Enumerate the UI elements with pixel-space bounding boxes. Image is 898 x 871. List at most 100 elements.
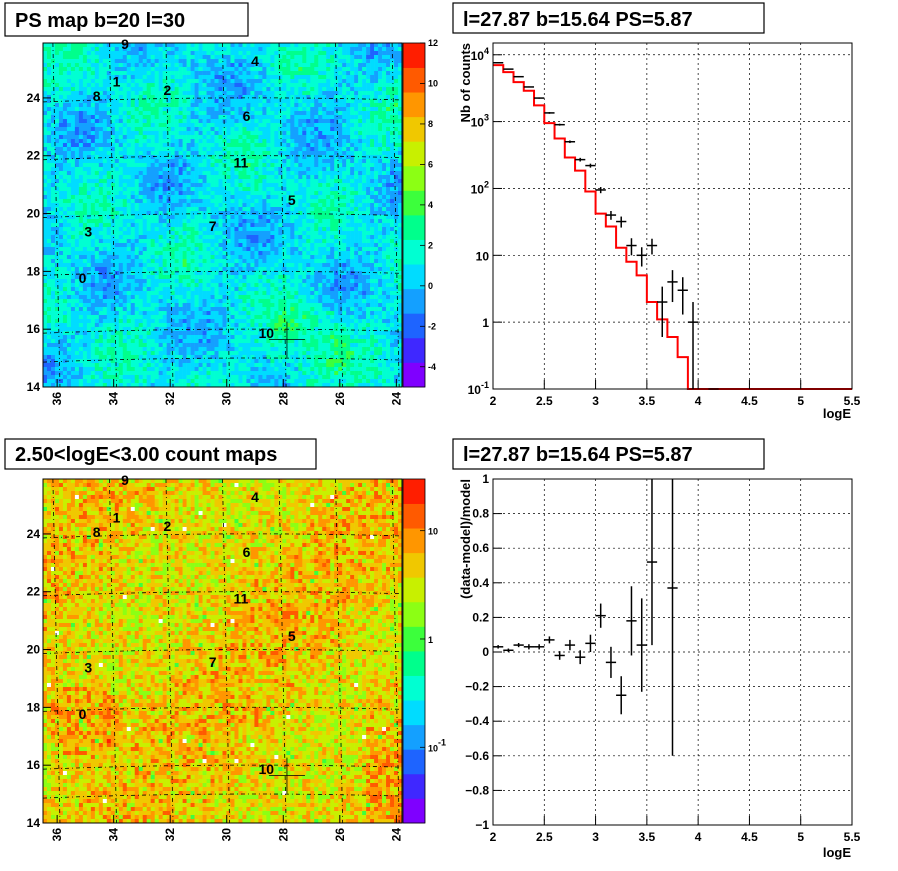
heatmap-cell <box>238 231 243 236</box>
heatmap-cell <box>122 175 128 180</box>
heatmap-cell <box>342 251 347 256</box>
heatmap-cell <box>230 119 235 124</box>
heatmap-cell <box>210 127 215 132</box>
heatmap-cell <box>190 251 195 256</box>
heatmap-cell <box>274 71 279 76</box>
heatmap-cell <box>334 251 339 256</box>
heatmap-cell <box>178 219 183 224</box>
heatmap-cell <box>94 231 100 236</box>
heatmap-cell <box>170 239 175 244</box>
heatmap-cell <box>298 199 303 204</box>
heatmap-cell <box>286 163 291 168</box>
heatmap-cell <box>74 67 80 72</box>
heatmap-cell <box>330 95 335 100</box>
heatmap-cell <box>182 67 187 72</box>
heatmap-cell <box>354 103 359 108</box>
heatmap-cell <box>146 151 151 156</box>
heatmap-cell <box>170 195 175 200</box>
heatmap-cell <box>218 147 223 152</box>
heatmap-cell <box>182 163 187 168</box>
heatmap-cell <box>386 67 391 72</box>
heatmap-cell <box>158 91 163 96</box>
heatmap-cell <box>214 83 219 88</box>
heatmap-cell <box>334 203 339 208</box>
heatmap-cell <box>226 143 231 148</box>
heatmap-cell <box>98 135 104 140</box>
heatmap-cell <box>326 171 331 176</box>
heatmap-cell <box>250 259 255 264</box>
heatmap-cell <box>342 231 347 236</box>
heatmap-cell <box>142 191 148 196</box>
heatmap-cell <box>134 51 140 56</box>
heatmap-cell <box>122 151 128 156</box>
heatmap-cell <box>294 215 299 220</box>
heatmap-cell <box>230 63 235 68</box>
heatmap-cell <box>294 135 299 140</box>
heatmap-cell <box>290 147 295 152</box>
heatmap-cell <box>94 75 100 80</box>
heatmap-cell <box>118 55 124 60</box>
heatmap-cell <box>74 51 80 56</box>
heatmap-cell <box>126 83 132 88</box>
heatmap-cell <box>362 207 367 212</box>
heatmap-cell <box>342 143 347 148</box>
heatmap-cell <box>246 183 251 188</box>
heatmap-cell <box>334 227 339 232</box>
heatmap-cell <box>58 207 64 212</box>
heatmap-cell <box>154 71 159 76</box>
heatmap-cell <box>218 55 223 60</box>
heatmap-cell <box>118 175 124 180</box>
heatmap-cell <box>138 103 144 108</box>
heatmap-cell <box>206 67 211 72</box>
heatmap-cell <box>386 183 391 188</box>
heatmap-cell <box>314 63 319 68</box>
heatmap-cell <box>146 171 151 176</box>
heatmap-cell <box>58 219 64 224</box>
heatmap-cell <box>82 123 88 128</box>
heatmap-cell <box>326 47 331 52</box>
heatmap-cell <box>306 183 311 188</box>
heatmap-cell <box>350 103 355 108</box>
heatmap-cell <box>262 43 267 48</box>
heatmap-cell <box>126 151 132 156</box>
heatmap-cell <box>62 243 68 248</box>
heatmap-cell <box>262 139 267 144</box>
heatmap-cell <box>146 127 151 132</box>
heatmap-cell <box>150 235 155 240</box>
heatmap-cell <box>390 79 395 84</box>
heatmap-cell <box>90 215 96 220</box>
heatmap-cell <box>182 115 187 120</box>
heatmap-cell <box>226 115 231 120</box>
heatmap-cell <box>166 227 171 232</box>
heatmap-cell <box>90 227 96 232</box>
heatmap-cell <box>278 171 283 176</box>
heatmap-cell <box>94 131 100 136</box>
heatmap-cell <box>86 47 92 52</box>
heatmap-cell <box>242 259 247 264</box>
heatmap-cell <box>262 251 267 256</box>
heatmap-cell <box>150 247 155 252</box>
heatmap-cell <box>110 227 116 232</box>
heatmap-cell <box>134 47 140 52</box>
heatmap-cell <box>110 107 116 112</box>
heatmap-cell <box>74 103 80 108</box>
heatmap-cell <box>170 171 175 176</box>
heatmap-cell <box>314 215 319 220</box>
heatmap-cell <box>98 155 104 160</box>
heatmap-cell <box>206 215 211 220</box>
heatmap-cell <box>390 111 395 116</box>
heatmap-cell <box>98 147 104 152</box>
heatmap-cell <box>122 255 128 260</box>
heatmap-cell <box>142 75 148 80</box>
heatmap-cell <box>218 63 223 68</box>
heatmap-cell <box>382 43 387 48</box>
heatmap-cell <box>178 151 183 156</box>
heatmap-cell <box>350 163 355 168</box>
heatmap-cell <box>294 179 299 184</box>
heatmap-cell <box>358 75 363 80</box>
heatmap-cell <box>354 131 359 136</box>
heatmap-cell <box>174 191 179 196</box>
heatmap-cell <box>98 83 104 88</box>
heatmap-cell <box>386 55 391 60</box>
heatmap-cell <box>218 263 223 268</box>
